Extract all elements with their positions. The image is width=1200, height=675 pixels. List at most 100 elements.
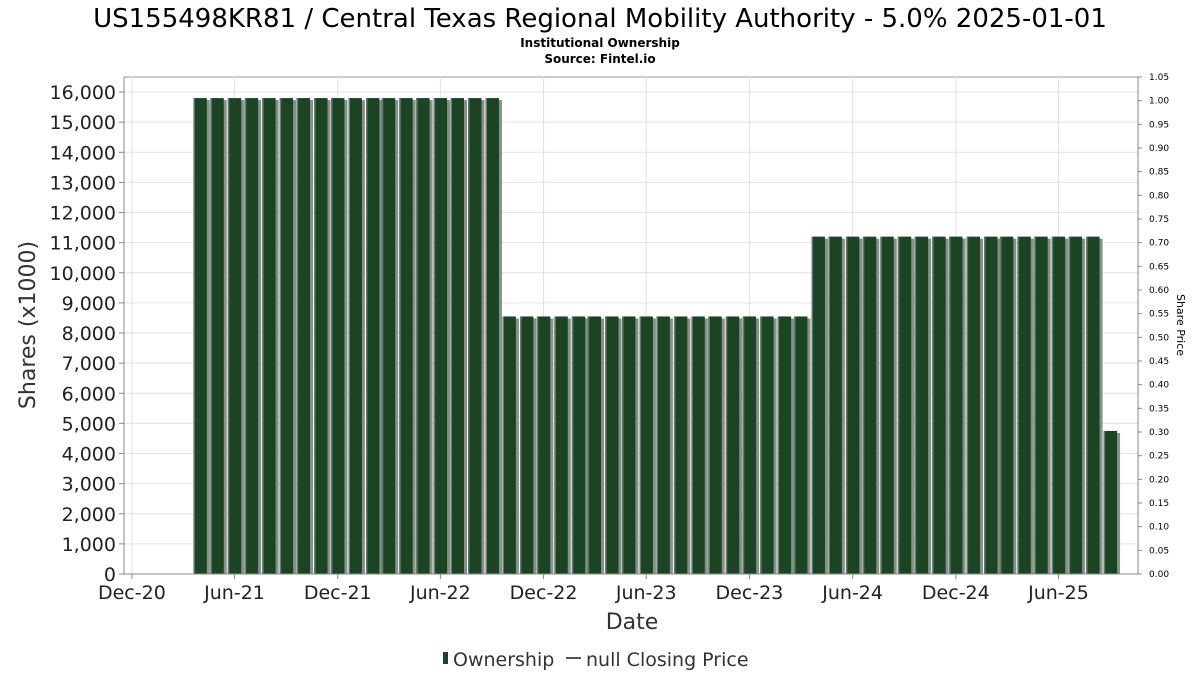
ownership-bar [999, 236, 1014, 574]
y-tick-label: 11,000 [50, 233, 116, 255]
y-tick-label: 16,000 [50, 82, 116, 104]
y2-axis: 0.00 0.05 0.10 0.15 0.20 0.25 0.30 0.35 0.40 0.45… [1137, 73, 1169, 580]
ownership-bar-highlight [932, 236, 934, 574]
y2-tick-label: 0.95 [1149, 120, 1169, 130]
ownership-bar [399, 98, 413, 575]
ownership-bar-highlight [416, 98, 418, 575]
y2-tick-label: 0.20 [1149, 475, 1169, 485]
ownership-bar [381, 98, 396, 575]
ownership-bar-highlight [1017, 236, 1019, 574]
y2-tick-label: 0.60 [1149, 286, 1169, 296]
ownership-bar [314, 98, 328, 575]
ownership-bar [708, 316, 722, 574]
ownership-bar [725, 316, 740, 574]
y2-tick-label: 0.35 [1149, 404, 1169, 414]
ownership-bar-highlight [485, 98, 488, 575]
ownership-bar-highlight [381, 98, 384, 575]
ownership-bar [433, 98, 448, 575]
ownership-bar [760, 316, 774, 574]
y2-tick-label: 0.25 [1149, 452, 1169, 462]
ownership-bar [1086, 236, 1100, 574]
ownership-bar [777, 316, 792, 574]
ownership-bar [811, 236, 825, 574]
y2-tick-label: 0.50 [1149, 333, 1169, 343]
y-tick-label: 9,000 [62, 293, 116, 315]
ownership-bar-highlight [314, 98, 316, 575]
x-axis: Dec-20 Jun-21 Dec-21 Jun-22 Dec-22 Jun-23 Dec-… [98, 573, 1138, 604]
ownership-bar-highlight [571, 316, 574, 574]
ownership-bar [1068, 236, 1083, 574]
ownership-bar [244, 98, 259, 575]
ownership-bar [949, 236, 963, 574]
y2-tick-label: 0.45 [1149, 357, 1169, 367]
ownership-bar [296, 98, 311, 575]
ownership-bar [279, 98, 294, 575]
ownership-bar-highlight [450, 98, 453, 575]
ownership-bar-highlight [433, 98, 436, 575]
ownership-bar-highlight [862, 236, 865, 574]
ownership-bar [914, 236, 929, 574]
ownership-bar [1034, 236, 1048, 574]
y-tick-label: 5,000 [62, 413, 116, 435]
y-tick-label: 0 [104, 564, 116, 586]
ownership-bar [845, 236, 860, 574]
ownership-bar-highlight [1086, 236, 1088, 574]
ownership-bar-highlight [296, 98, 299, 575]
y-tick-label: 2,000 [62, 504, 116, 526]
ownership-bar-highlight [502, 316, 504, 574]
ownership-bar [519, 316, 534, 574]
y2-tick-label: 0.90 [1149, 144, 1169, 154]
y2-tick-label: 0.05 [1149, 546, 1169, 556]
x-tick-label: Dec-20 [98, 582, 166, 604]
ownership-bar-highlight [966, 236, 969, 574]
ownership-bar [656, 316, 670, 574]
y-tick-label: 1,000 [62, 534, 116, 556]
ownership-bar-highlight [1068, 236, 1071, 574]
x-tick-label: Jun-25 [1027, 582, 1089, 604]
ownership-bar [862, 236, 877, 574]
ownership-bar-highlight [399, 98, 401, 575]
ownership-bar-highlight [244, 98, 247, 575]
y2-tick-label: 0.70 [1149, 239, 1169, 249]
ownership-bar [622, 316, 636, 574]
ownership-bar [880, 236, 894, 574]
ownership-bar [794, 316, 808, 574]
chart-title: US155498KR81 / Central Texas Regional Mo… [93, 4, 1107, 34]
ownership-bar-highlight [227, 98, 230, 575]
legend-ownership-swatch [443, 652, 448, 664]
ownership-bar-highlight [828, 236, 830, 574]
ownership-bar-highlight [1051, 236, 1054, 574]
ownership-bar-highlight [949, 236, 951, 574]
ownership-bar-highlight [210, 98, 212, 575]
ownership-bar-highlight [845, 236, 848, 574]
ownership-bar [416, 98, 430, 575]
ownership-bar-highlight [1034, 236, 1036, 574]
ownership-bar-highlight [262, 98, 264, 575]
y-tick-label: 14,000 [50, 142, 116, 164]
x-tick-label: Jun-21 [203, 582, 265, 604]
ownership-bar-highlight [742, 316, 745, 574]
ownership-bar [932, 236, 946, 574]
ownership-bar-highlight [999, 236, 1002, 574]
ownership-bar [1103, 430, 1118, 574]
ownership-bar-highlight [656, 316, 658, 574]
y-axis: 0 1,000 2,000 3,000 4,000 5,000 6,000 7,000 8,00… [50, 77, 125, 586]
ownership-bar [828, 236, 842, 574]
y2-tick-label: 0.85 [1149, 168, 1169, 178]
ownership-bar [673, 316, 688, 574]
y2-tick-label: 0.15 [1149, 499, 1169, 509]
y2-tick-label: 0.75 [1149, 215, 1169, 225]
ownership-bar-highlight [1103, 430, 1106, 574]
ownership-bar [639, 316, 653, 574]
ownership-bar-highlight [193, 98, 195, 575]
y-tick-label: 8,000 [62, 323, 116, 345]
ownership-bar-highlight [554, 316, 556, 574]
ownership-bar [1051, 236, 1066, 574]
ownership-bars [193, 98, 1121, 575]
x-tick-label: Dec-22 [510, 582, 578, 604]
x-tick-label: Dec-24 [922, 582, 990, 604]
y2-tick-label: 1.00 [1149, 97, 1169, 107]
ownership-bar [366, 98, 380, 575]
y-tick-label: 6,000 [62, 383, 116, 405]
